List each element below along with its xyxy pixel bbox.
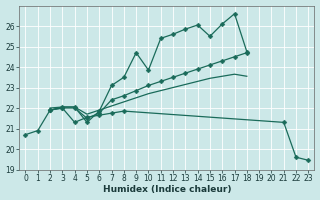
X-axis label: Humidex (Indice chaleur): Humidex (Indice chaleur)	[103, 185, 231, 194]
